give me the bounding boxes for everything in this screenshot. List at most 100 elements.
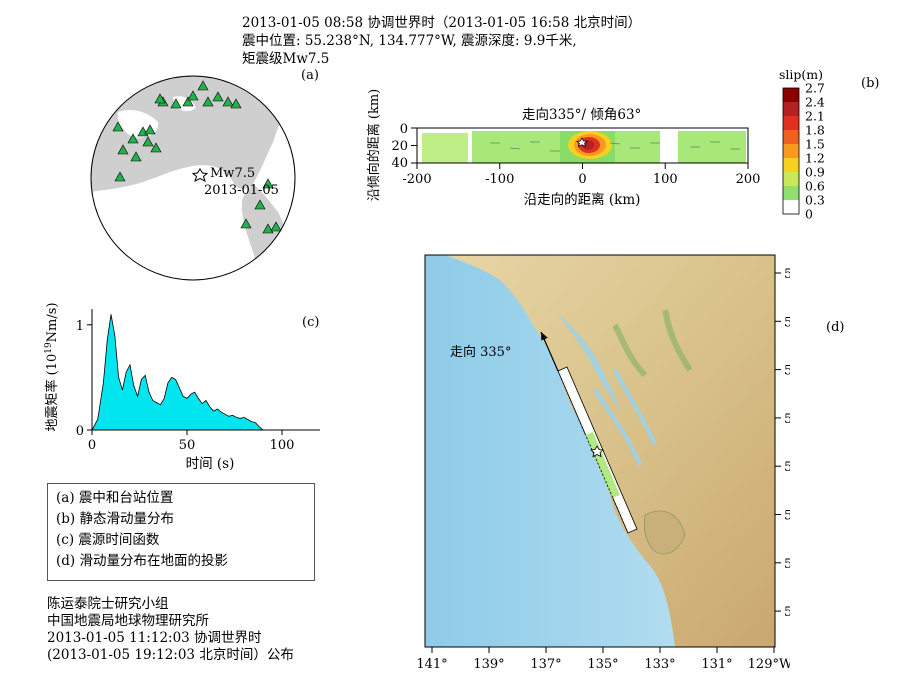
colorbar-tick: 2.4 xyxy=(805,95,825,110)
station-icon xyxy=(114,171,126,182)
colorbar-segment xyxy=(783,200,799,215)
stf-ylabel-tail: Nm/s) xyxy=(45,302,60,342)
svg-text:地震矩率 (1019Nm/s): 地震矩率 (1019Nm/s) xyxy=(44,302,60,431)
station-icon xyxy=(170,98,182,109)
globe-map: Mw7.5 2013-01-05 xyxy=(90,75,296,281)
panel-b-label: (b) xyxy=(861,76,880,91)
stf-chart: 0 50 100 0 1 地震矩率 (1019Nm/s) 时间 (s) xyxy=(44,302,320,472)
slip-xtick: -200 xyxy=(402,172,431,187)
map-lon-tick: 141° xyxy=(416,657,447,672)
station-icon xyxy=(127,133,139,144)
globe-event-label: Mw7.5 xyxy=(210,166,255,181)
colorbar-segment xyxy=(783,158,799,173)
epicenter-star-icon xyxy=(191,168,209,182)
station-icon xyxy=(212,91,224,102)
station-icon xyxy=(230,98,242,109)
stf-area xyxy=(91,314,265,431)
slip-xtick: 100 xyxy=(653,172,678,187)
slip-ytick: 0 xyxy=(400,122,408,137)
header-location: 震中位置: 55.238°N, 134.777°W, 震源深度: 9.9千米, xyxy=(242,33,577,49)
map-lon-tick: 133° xyxy=(644,657,675,672)
station-icon xyxy=(240,218,252,229)
stf-ylabel-main: 地震矩率 (10 xyxy=(44,354,60,432)
map-lat-tick: 55° xyxy=(784,460,790,475)
station-icon xyxy=(270,221,282,232)
legend-box: (a) 震中和台站位置 (b) 静态滑动量分布 (c) 震源时间函数 (d) 滑… xyxy=(47,483,315,581)
station-icon xyxy=(144,124,156,135)
slip-xtick: 0 xyxy=(578,172,586,187)
colorbar-tick: 0.6 xyxy=(805,179,825,194)
map-lat-tick: 57° xyxy=(784,364,790,379)
credit-release-utc: 2013-01-05 11:12:03 协调世界时 xyxy=(47,630,262,646)
panel-d-label: (d) xyxy=(826,320,845,335)
stf-xtick: 100 xyxy=(270,438,295,453)
map-lon-tick: 135° xyxy=(587,657,618,672)
station-icon xyxy=(150,142,162,153)
slip-xlabel: 沿走向的距离 (km) xyxy=(524,191,641,208)
colorbar-segment xyxy=(783,88,799,103)
stf-xtick: 50 xyxy=(179,438,196,453)
station-icon xyxy=(262,223,274,234)
station-icon xyxy=(112,121,124,132)
station-icon xyxy=(142,136,154,147)
slip-plot: -200 -100 0 100 200 0 20 40 沿走向的距离 (km) … xyxy=(366,89,761,208)
colorbar-tick: 0 xyxy=(805,207,813,222)
map-lon-tick: 139° xyxy=(473,657,504,672)
panel-c-label: (c) xyxy=(302,315,320,330)
map-epicenter-star-icon xyxy=(590,445,604,458)
slip-colorbar: 2.72.42.11.81.51.20.90.60.30 xyxy=(782,82,825,222)
map-lat-tick: 54° xyxy=(784,509,790,524)
map-lat-tick: 59°N xyxy=(784,267,790,282)
globe-event-date: 2013-01-05 xyxy=(204,183,279,198)
colorbar-tick: 1.8 xyxy=(805,123,825,138)
slip-xtick: 200 xyxy=(736,172,761,187)
colorbar-segment xyxy=(783,186,799,201)
credit-release-beijing: (2013-01-05 19:12:03 北京时间）公布 xyxy=(47,647,294,663)
colorbar-title: slip(m) xyxy=(779,67,824,82)
map-lat-tick: 56° xyxy=(784,412,790,427)
station-icon xyxy=(197,80,209,91)
hypocenter-star-icon xyxy=(576,137,588,148)
colorbar-tick: 0.9 xyxy=(805,165,825,180)
colorbar-segment xyxy=(783,116,799,131)
stf-xtick: 0 xyxy=(88,438,96,453)
stf-ylabel-sup: 19 xyxy=(44,342,54,354)
legend-item-d: (d) 滑动量分布在地面的投影 xyxy=(56,553,228,569)
stf-ytick: 0 xyxy=(76,424,84,439)
stf-xlabel: 时间 (s) xyxy=(186,456,235,472)
strike-label: 走向 335° xyxy=(450,344,511,360)
colorbar-segment xyxy=(783,172,799,187)
station-icon xyxy=(262,178,274,189)
colorbar-segment xyxy=(783,130,799,145)
station-icon xyxy=(182,96,194,107)
map-lat-tick: 58° xyxy=(784,315,790,330)
stf-ytick: 1 xyxy=(76,319,84,334)
header-time: 2013-01-05 08:58 协调世界时（2013-01-05 16:58 … xyxy=(242,15,642,31)
map-lon-tick: 129°W xyxy=(748,657,790,672)
header-magnitude: 矩震级Mw7.5 xyxy=(242,51,330,67)
colorbar-tick: 1.2 xyxy=(805,151,825,166)
map-lat-tick: 53° xyxy=(784,557,790,572)
slip-xtick: -100 xyxy=(485,172,514,187)
legend-item-b: (b) 静态滑动量分布 xyxy=(56,511,174,527)
colorbar-tick: 1.5 xyxy=(805,137,825,152)
credit-institute: 中国地震局地球物理研究所 xyxy=(47,613,209,629)
station-icon xyxy=(117,144,129,155)
colorbar-segment xyxy=(783,102,799,117)
station-icon xyxy=(187,90,199,101)
panel-a-label: (a) xyxy=(301,68,319,83)
colorbar-tick: 2.7 xyxy=(805,82,825,96)
legend-item-c: (c) 震源时间函数 xyxy=(56,532,160,548)
slip-plot-title: 走向335°/ 倾角63° xyxy=(522,107,642,123)
slip-ylabel: 沿倾向的距离 (km) xyxy=(366,89,382,201)
station-icon xyxy=(154,93,166,104)
map-lon-tick: 131° xyxy=(701,657,732,672)
station-icon xyxy=(254,199,266,210)
station-icon xyxy=(222,96,234,107)
colorbar-segment xyxy=(783,144,799,159)
station-icon xyxy=(130,151,142,162)
strike-arrow-icon xyxy=(541,332,548,341)
map-lon-tick: 137° xyxy=(530,657,561,672)
station-icon xyxy=(202,96,214,107)
legend-item-a: (a) 震中和台站位置 xyxy=(56,490,174,506)
